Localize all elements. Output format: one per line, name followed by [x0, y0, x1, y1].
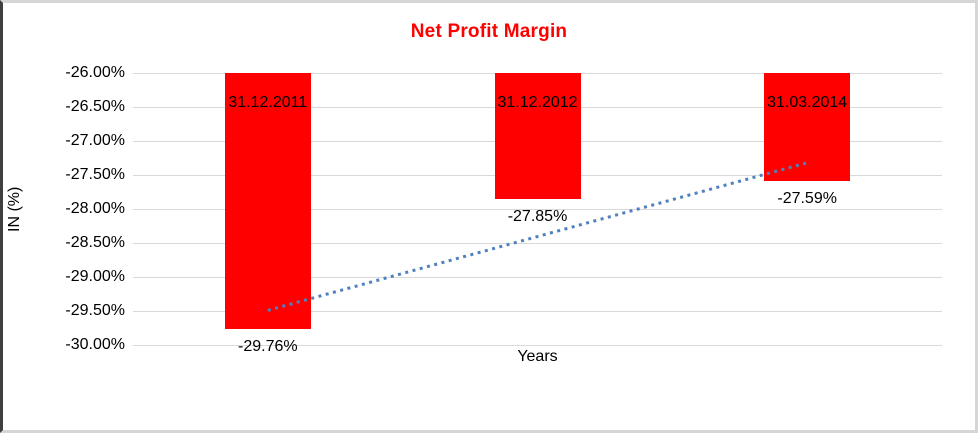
gridline: [133, 311, 942, 312]
data-label: -27.85%: [507, 207, 568, 225]
category-label: 31.12.2012: [497, 94, 578, 111]
bar: [494, 73, 581, 199]
data-label: -29.76%: [238, 337, 298, 355]
y-tick-label: -28.00%: [65, 200, 125, 217]
chart-title: Net Profit Margin: [410, 21, 568, 42]
y-tick-label: -26.50%: [65, 98, 125, 115]
y-tick-label: -29.50%: [65, 302, 125, 319]
gridline: [133, 277, 942, 278]
x-axis-title: Years: [517, 348, 558, 365]
gridline: [133, 243, 942, 244]
y-tick-label: -29.00%: [65, 268, 125, 285]
trendline: [267, 161, 808, 312]
y-tick-label: -30.00%: [65, 336, 125, 353]
data-label: -27.59%: [777, 190, 837, 208]
trendline-layer: [267, 161, 808, 312]
bar: [224, 73, 311, 329]
bar: [764, 73, 851, 182]
gridline: [133, 345, 942, 346]
y-tick-label: -27.50%: [65, 166, 125, 183]
y-tick-label: -26.00%: [65, 64, 125, 81]
y-tick-label: -27.00%: [65, 132, 125, 149]
y-tick-label: -28.50%: [65, 234, 125, 251]
category-label: 31.12.2011: [228, 94, 308, 111]
category-label: 31.03.2014: [767, 94, 848, 111]
gridline: [133, 209, 942, 210]
